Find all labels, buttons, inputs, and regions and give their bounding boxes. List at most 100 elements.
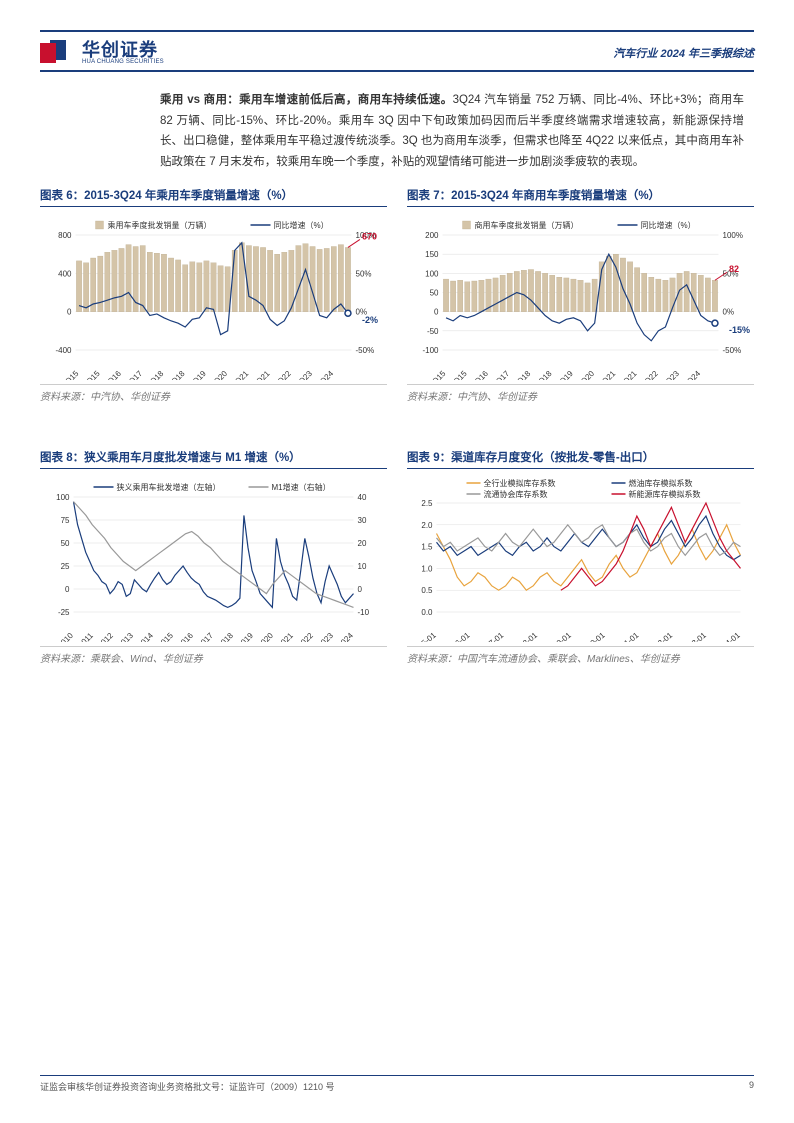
logo-icon [40,40,76,66]
svg-text:-50: -50 [427,327,439,336]
chart8-box: 狭义乘用车批发增速（左轴）M1增速（右轴）-250255075100-10010… [40,477,387,642]
svg-text:50: 50 [61,539,70,548]
svg-text:2Q20: 2Q20 [209,368,230,379]
svg-text:2Q17: 2Q17 [124,368,145,379]
logo-text-cn: 华创证券 [82,41,164,59]
svg-text:30: 30 [358,516,367,525]
svg-text:0: 0 [434,307,439,316]
svg-text:0.0: 0.0 [421,608,433,617]
svg-text:2022: 2022 [296,630,315,641]
svg-text:-10: -10 [358,608,370,617]
svg-text:82: 82 [729,264,739,274]
svg-text:新能源库存模拟系数: 新能源库存模拟系数 [629,489,701,499]
svg-text:同比增速（%）: 同比增速（%） [641,220,696,230]
svg-text:2015-01: 2015-01 [410,630,439,642]
svg-text:2019: 2019 [236,630,255,641]
svg-text:50%: 50% [356,269,372,278]
svg-text:1Q24: 1Q24 [682,368,703,379]
svg-text:-400: -400 [55,346,72,355]
svg-text:100: 100 [425,269,439,278]
svg-text:M1增速（右轴）: M1增速（右轴） [272,482,331,492]
svg-text:4Q21: 4Q21 [251,368,272,379]
svg-text:2021-01: 2021-01 [612,630,641,642]
chart8-title: 图表 8：狭义乘用车月度批发增速与 M1 增速（%） [40,449,387,469]
svg-text:2024-01: 2024-01 [714,630,743,642]
svg-text:2017: 2017 [196,630,215,641]
chart6-source: 资料来源：中汽协、华创证券 [40,384,387,403]
chart6-title: 图表 6：2015-3Q24 年乘用车季度销量增速（%） [40,187,387,207]
svg-text:4Q18: 4Q18 [166,368,187,379]
document-title: 汽车行业 2024 年三季报综述 [613,45,754,61]
footer-left: 证监会审核华创证券投资咨询业务资格批文号：证监许可（2009）1210 号 [40,1080,335,1093]
svg-text:2020: 2020 [256,630,275,641]
svg-text:25: 25 [61,562,70,571]
svg-text:2.0: 2.0 [421,521,433,530]
svg-text:2021: 2021 [276,630,295,641]
svg-text:1.0: 1.0 [421,564,433,573]
chart9-col: 图表 9：渠道库存月度变化（按批发-零售-出口） 全行业模拟库存系数 燃油库存模拟… [407,449,754,665]
svg-text:100: 100 [56,493,70,502]
svg-text:3Q22: 3Q22 [640,368,661,379]
svg-text:4Q18: 4Q18 [533,368,554,379]
chart7-col: 图表 7：2015-3Q24 年商用车季度销量增速（%） 商用车季度批发销量（万… [407,187,754,403]
svg-text:-2%: -2% [362,315,378,325]
svg-text:2Q23: 2Q23 [294,368,315,379]
svg-text:狭义乘用车批发增速（左轴）: 狭义乘用车批发增速（左轴） [117,482,221,492]
svg-text:3Q19: 3Q19 [555,368,576,379]
svg-text:3Q22: 3Q22 [273,368,294,379]
svg-text:2012: 2012 [96,630,115,641]
svg-text:同比增速（%）: 同比增速（%） [274,220,329,230]
svg-text:2018: 2018 [216,630,235,641]
svg-text:2Q17: 2Q17 [491,368,512,379]
svg-text:20: 20 [358,539,367,548]
svg-text:4Q15: 4Q15 [448,368,469,379]
svg-text:乘用车季度批发销量（万辆）: 乘用车季度批发销量（万辆） [108,220,212,230]
svg-text:0: 0 [65,585,70,594]
chart7-title: 图表 7：2015-3Q24 年商用车季度销量增速（%） [407,187,754,207]
chart6-col: 图表 6：2015-3Q24 年乘用车季度销量增速（%） 乘用车季度批发销量（万… [40,187,387,403]
svg-text:400: 400 [58,269,72,278]
svg-text:1Q15: 1Q15 [427,368,448,379]
chart9-title: 图表 9：渠道库存月度变化（按批发-零售-出口） [407,449,754,469]
svg-text:2.5: 2.5 [421,499,433,508]
header-underline [40,70,754,72]
svg-text:3Q16: 3Q16 [470,368,491,379]
svg-text:燃油库存模拟系数: 燃油库存模拟系数 [629,478,693,488]
svg-text:-15%: -15% [729,325,750,335]
footer: 证监会审核华创证券投资咨询业务资格批文号：证监许可（2009）1210 号 9 [40,1075,754,1093]
chart8-col: 图表 8：狭义乘用车月度批发增速与 M1 增速（%） 狭义乘用车批发增速（左轴）… [40,449,387,665]
svg-text:全行业模拟库存系数: 全行业模拟库存系数 [484,478,556,488]
svg-text:2018-01: 2018-01 [511,630,540,642]
svg-text:-50%: -50% [723,346,742,355]
svg-text:2Q23: 2Q23 [661,368,682,379]
svg-text:50: 50 [430,288,439,297]
svg-text:1Q18: 1Q18 [145,368,166,379]
svg-text:1Q15: 1Q15 [60,368,81,379]
svg-text:2015: 2015 [156,630,175,641]
logo-block: 华创证券 HUA CHUANG SECURITIES [40,40,164,66]
svg-text:150: 150 [425,250,439,259]
svg-text:流通协会库存系数: 流通协会库存系数 [484,489,548,499]
svg-text:0: 0 [358,585,363,594]
chart9-box: 全行业模拟库存系数 燃油库存模拟系数流通协会库存系数 新能源库存模拟系数 0.0 0.5… [407,477,754,642]
chart6-box: 乘用车季度批发销量（万辆）同比增速（%）-4000400800-50%0%50%… [40,215,387,380]
svg-text:2013: 2013 [116,630,135,641]
svg-text:1Q21: 1Q21 [230,368,251,379]
main-paragraph: 乘用 vs 商用：乘用车增速前低后高，商用车持续低速。3Q24 汽车销量 752… [160,90,744,173]
svg-text:2017-01: 2017-01 [477,630,506,642]
svg-text:0.5: 0.5 [421,586,433,595]
svg-text:商用车季度批发销量（万辆）: 商用车季度批发销量（万辆） [475,220,579,230]
svg-text:1Q24: 1Q24 [315,368,336,379]
svg-text:800: 800 [58,231,72,240]
svg-text:2023: 2023 [316,630,335,641]
chart8-source: 资料来源：乘联会、Wind、华创证券 [40,646,387,665]
svg-text:2016: 2016 [176,630,195,641]
svg-text:-100: -100 [422,346,439,355]
chart7-source: 资料来源：中汽协、华创证券 [407,384,754,403]
svg-text:670: 670 [362,231,377,241]
svg-text:75: 75 [61,516,70,525]
footer-page-number: 9 [749,1080,754,1093]
svg-text:2011: 2011 [76,630,95,641]
svg-text:2Q20: 2Q20 [576,368,597,379]
svg-text:1.5: 1.5 [421,542,433,551]
